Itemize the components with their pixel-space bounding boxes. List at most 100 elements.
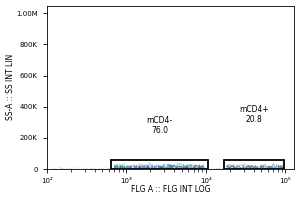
Point [166,166,171,169]
Point [182,166,187,169]
Point [140,163,145,166]
Point [68,167,72,171]
Point [269,165,274,168]
Point [278,164,283,167]
Point [231,164,236,167]
Point [240,167,245,170]
Point [153,165,158,168]
Point [192,165,197,168]
Point [192,164,197,168]
Point [244,165,249,168]
Point [137,164,142,168]
Point [237,166,242,169]
Point [142,167,147,170]
Point [151,167,155,171]
Point [181,167,185,171]
Point [124,166,129,169]
Point [198,166,203,169]
Point [118,164,123,167]
Point [142,164,147,167]
Point [192,166,197,169]
Point [278,165,282,168]
Point [129,167,134,170]
Point [65,167,70,170]
Point [240,162,245,165]
Point [275,167,280,170]
Point [162,165,167,168]
Point [271,167,276,170]
Point [278,167,282,170]
Point [156,165,161,168]
Point [224,165,229,168]
Point [126,166,131,170]
Point [156,165,161,168]
Point [154,163,159,167]
Point [141,165,146,168]
Point [98,167,103,170]
Point [137,165,142,168]
Point [194,164,199,167]
Point [197,164,202,168]
Point [189,167,194,170]
Point [164,166,169,170]
Point [126,167,131,170]
Point [227,166,232,169]
Point [234,166,239,170]
Point [232,165,237,168]
Point [259,166,264,169]
Point [220,167,224,171]
Point [141,167,146,170]
Point [121,167,126,170]
Point [116,166,121,169]
Point [269,165,274,168]
Point [166,163,170,167]
Point [179,164,184,168]
Point [180,167,184,170]
Point [134,164,139,168]
Point [206,167,210,170]
Point [113,166,118,169]
Point [270,167,275,170]
Point [215,167,220,170]
Point [270,166,274,169]
Point [120,163,125,167]
Point [250,167,254,170]
Point [196,166,200,169]
Point [186,166,190,169]
Point [280,164,285,167]
Point [248,164,253,167]
Point [142,166,147,169]
Point [167,166,172,169]
Point [153,165,158,168]
Point [112,165,117,168]
Point [159,165,164,169]
Point [258,166,263,170]
Point [267,166,272,170]
Point [120,166,125,169]
Point [271,163,276,166]
Point [215,167,220,170]
Point [270,163,275,167]
Point [157,166,162,169]
Point [144,166,149,169]
Point [276,166,280,170]
Point [181,166,186,169]
Point [279,165,284,169]
Point [272,164,277,167]
Point [140,164,144,167]
Point [226,165,231,169]
Point [126,167,131,170]
Point [265,166,270,169]
Point [118,165,123,168]
Point [258,166,263,169]
Point [154,165,159,168]
Point [233,166,238,169]
Point [179,165,184,168]
Point [165,165,170,168]
Point [232,166,237,169]
Point [58,166,63,170]
Point [181,164,186,167]
Point [117,167,122,170]
Point [160,165,165,169]
Point [147,166,152,169]
